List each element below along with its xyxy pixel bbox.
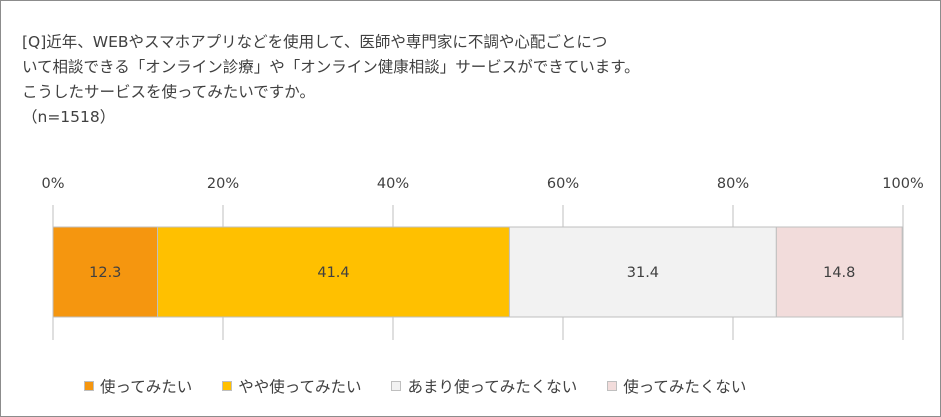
x-tick-label: 0% [41, 176, 64, 192]
x-tick-label: 40% [377, 176, 409, 192]
legend-label: やや使ってみたい [238, 378, 362, 396]
x-tick-label: 20% [207, 176, 239, 192]
legend: 使ってみたい やや使ってみたい あまり使ってみたくない 使ってみたくない [84, 375, 776, 397]
bar-segment-4 [775, 226, 903, 318]
question-line-1: [Q]近年、WEBやスマホアプリなどを使用して、医師や専門家に不調や心配ごとにつ [22, 33, 608, 51]
data-label-3: 31.4 [627, 265, 659, 281]
survey-question: [Q]近年、WEBやスマホアプリなどを使用して、医師や専門家に不調や心配ごとにつ… [22, 30, 902, 130]
question-line-2: いて相談できる「オンライン診療」や「オンライン健康相談」サービスができています。 [22, 58, 640, 76]
x-tick-label: 60% [547, 176, 579, 192]
legend-swatch [84, 381, 94, 391]
data-label-2: 41.4 [317, 265, 349, 281]
question-line-3: こうしたサービスを使ってみたいですか。 [22, 83, 315, 101]
data-label-1: 12.3 [89, 265, 121, 281]
legend-label: あまり使ってみたくない [407, 378, 578, 396]
legend-swatch [222, 381, 233, 391]
legend-swatch [607, 381, 618, 391]
bar-segments [52, 226, 903, 318]
data-labels: 12.3 41.4 31.4 14.8 [89, 265, 855, 281]
bar-segment-2 [157, 226, 510, 318]
bar-segment-1 [52, 226, 159, 318]
x-tick-label: 100% [882, 176, 923, 192]
legend-item-4: 使ってみたくない [607, 375, 746, 397]
legend-item-3: あまり使ってみたくない [391, 375, 577, 397]
data-label-4: 14.8 [823, 265, 855, 281]
legend-item-1: 使ってみたい [84, 375, 192, 397]
sample-size: （n=1518） [22, 108, 116, 126]
legend-label: 使ってみたくない [623, 378, 747, 396]
bar-segment-3 [508, 226, 777, 318]
x-tick-label: 80% [717, 176, 749, 192]
legend-item-2: やや使ってみたい [222, 375, 361, 397]
legend-swatch [391, 381, 402, 391]
legend-label: 使ってみたい [100, 378, 193, 396]
x-axis-ticks: 0% 20% 40% 60% 80% 100% [41, 176, 923, 192]
